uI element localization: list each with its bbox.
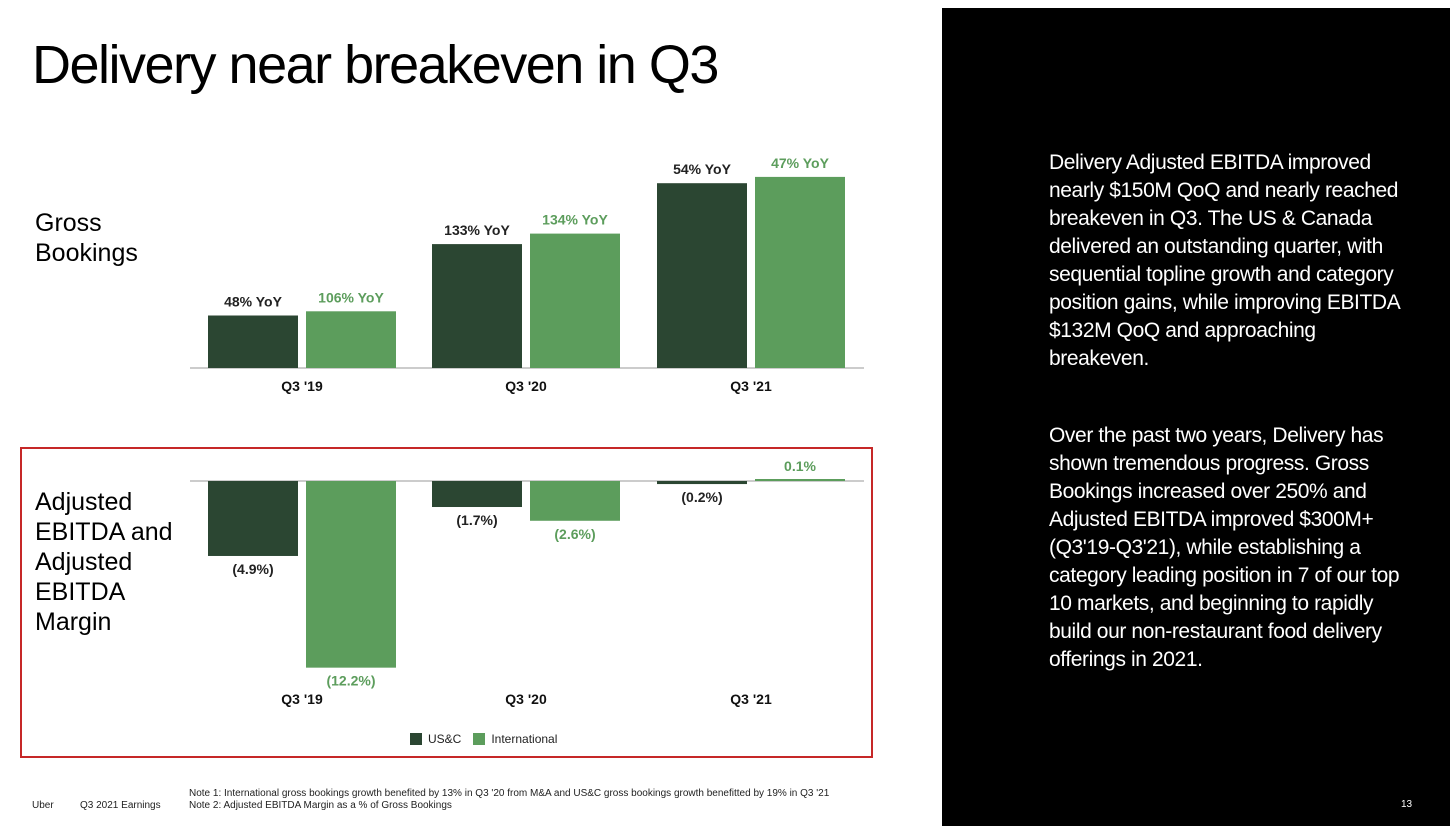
bar-charts: 48% YoY 106% YoY Q3 '19 133% YoY 134% YoY Q3 … [190, 155, 864, 707]
ebitda-tick-label-q3-19: Q3 '19 [281, 691, 323, 707]
gb-tick-label-q3-20: Q3 '20 [505, 378, 547, 394]
gb-data-label-us-c-q3-20: 133% YoY [444, 222, 510, 238]
commentary-paragraph-2: Over the past two years, Delivery has sh… [1049, 424, 1400, 671]
ebitda-bar-international-q3-20 [530, 481, 620, 521]
commentary-panel: Delivery Adjusted EBITDA improved nearly… [942, 8, 1450, 826]
ebitda-bar-us-c-q3-19 [208, 481, 298, 556]
ebitda-tick-label-q3-20: Q3 '20 [505, 691, 547, 707]
ebitda-bar-us-c-q3-21 [657, 481, 747, 485]
legend-swatch-intl [473, 733, 486, 745]
ebitda-bar-us-c-q3-20 [432, 481, 522, 508]
page-number: 13 [1401, 799, 1413, 810]
ebitda-bar-international-q3-21 [755, 479, 845, 481]
gb-bar-us-c-q3-20 [432, 244, 522, 368]
gb-bar-us-c-q3-19 [208, 315, 298, 368]
footer-deck-title: Q3 2021 Earnings [80, 800, 161, 811]
commentary-paragraph-1: Delivery Adjusted EBITDA improved nearly… [1049, 151, 1400, 370]
ebitda-data-label-us-c-q3-19: (4.9%) [232, 561, 273, 577]
gb-data-label-international-q3-19: 106% YoY [318, 289, 384, 305]
chart-legend: US&C International [410, 732, 569, 746]
gb-data-label-us-c-q3-21: 54% YoY [673, 161, 732, 177]
gb-tick-label-q3-21: Q3 '21 [730, 378, 772, 394]
ebitda-data-label-international-q3-19: (12.2%) [326, 673, 375, 689]
ebitda-data-label-us-c-q3-20: (1.7%) [456, 512, 497, 528]
ebitda-data-label-international-q3-20: (2.6%) [554, 526, 595, 542]
legend-label-intl: International [491, 732, 558, 746]
gb-tick-label-q3-19: Q3 '19 [281, 378, 323, 394]
legend-swatch-usc [410, 733, 422, 745]
highlight-box [20, 447, 873, 758]
footer-note-2: Note 2: Adjusted EBITDA Margin as a % of… [189, 800, 452, 811]
gb-bar-international-q3-19 [306, 311, 396, 368]
footer-notes: Note 1: International gross bookings gro… [189, 788, 829, 812]
footer-note-1: Note 1: International gross bookings gro… [189, 788, 830, 799]
gb-bar-us-c-q3-21 [657, 183, 747, 368]
ebitda-tick-label-q3-21: Q3 '21 [730, 691, 772, 707]
ebitda-data-label-us-c-q3-21: (0.2%) [681, 489, 722, 505]
ebitda-bar-international-q3-19 [306, 481, 396, 668]
legend-label-usc: US&C [428, 732, 462, 746]
legend-item-usc: US&C [410, 732, 461, 746]
gross-bookings-label: Gross Bookings [35, 209, 138, 267]
ebitda-data-label-international-q3-21: 0.1% [784, 458, 816, 474]
gb-data-label-us-c-q3-19: 48% YoY [224, 294, 283, 310]
page-title: Delivery near breakeven in Q3 [32, 35, 719, 95]
footer-brand: Uber [32, 800, 54, 811]
gb-data-label-international-q3-21: 47% YoY [771, 155, 830, 171]
gb-bar-international-q3-21 [755, 176, 845, 368]
legend-item-intl: International [473, 732, 557, 746]
ebitda-label: Adjusted EBITDA and Adjusted EBITDA Marg… [35, 488, 173, 636]
gb-bar-international-q3-20 [530, 233, 620, 368]
gb-data-label-international-q3-20: 134% YoY [542, 212, 608, 228]
